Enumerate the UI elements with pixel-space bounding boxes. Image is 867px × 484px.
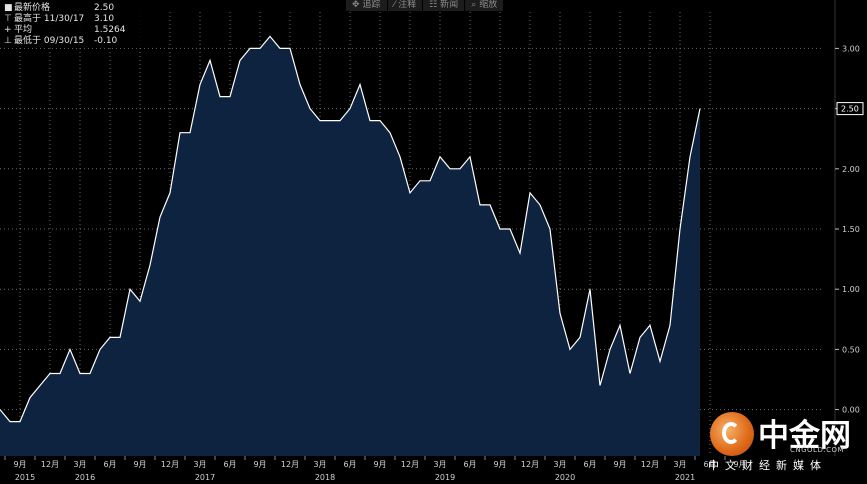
legend-low-value: -0.10 — [94, 36, 118, 46]
x-year-label: 2021 — [675, 473, 695, 482]
legend-low: ⊥ 最低于 09/30/15 -0.10 — [4, 36, 144, 47]
x-tick-label: 12月 — [641, 460, 659, 469]
last-value-box — [836, 102, 864, 116]
x-year-label: 2016 — [75, 473, 95, 482]
x-tick-label: 6月 — [583, 460, 596, 469]
x-tick-label: 9月 — [733, 460, 746, 469]
x-tick-label: 3月 — [193, 460, 206, 469]
crosshair-icon: ✥ — [352, 0, 360, 10]
x-tick-label: 6月 — [703, 460, 716, 469]
legend-average: + 平均 1.5264 — [4, 25, 144, 36]
last-value-tag: 2.50 — [836, 102, 864, 116]
watermark-slogan: 中文财经新媒体 — [708, 459, 827, 472]
watermark: 中金网 CNGOLD.COM 中文财经新媒体 — [708, 410, 866, 482]
legend-high: ⊤ 最高于 11/30/17 3.10 — [4, 14, 144, 25]
series-line — [0, 35, 701, 423]
x-year-label: 2019 — [435, 473, 455, 482]
x-year-label: 2020 — [555, 473, 575, 482]
watermark-domain: CNGOLD.COM — [790, 446, 845, 454]
y-tick-label: 0.00 — [842, 406, 860, 415]
x-tick-label: 3月 — [433, 460, 446, 469]
x-axis: 9月 12月 3月 6月 9月 12月 3月 6月 9月 12月 3月 6月 9月 12月 3月 6月 9月 12… — [0, 456, 867, 484]
x-tick-label: 9月 — [13, 460, 26, 469]
legend-low-name: 最低于 09/30/15 — [14, 36, 85, 46]
legend-high-value: 3.10 — [94, 14, 115, 24]
x-tick-label: 12月 — [401, 460, 419, 469]
x-tick-label: 9月 — [493, 460, 506, 469]
toolbar-annotate-label: 注释 — [398, 0, 417, 10]
y-tick-label: 3.00 — [842, 44, 860, 53]
x-tick-label: 12月 — [161, 460, 179, 469]
x-tick-label: 9月 — [373, 460, 386, 469]
toolbar-news-button[interactable]: ☷ 新闻 — [423, 0, 466, 11]
toolbar-zoom-label: 缩放 — [479, 0, 498, 10]
annotate-icon: ⁄ — [393, 0, 396, 10]
toolbar-track-label: 追踪 — [362, 0, 381, 10]
watermark-brand: 中金网 — [758, 418, 851, 454]
brand-logo-icon — [710, 412, 754, 456]
last-value-label: 2.50 — [841, 105, 859, 114]
x-tick-label: 3月 — [313, 460, 326, 469]
news-icon: ☷ — [429, 0, 438, 10]
x-tick-label: 6月 — [223, 460, 236, 469]
y-tick-label: 2.00 — [842, 165, 860, 174]
x-tick-label: 3月 — [73, 460, 86, 469]
x-tick-label: 12月 — [521, 460, 539, 469]
chart-toolbar: ✥ 追踪 ⁄ 注释 ☷ 新闻 ⌕ 缩放 — [346, 0, 505, 11]
y-tick-label: 1.50 — [842, 225, 860, 234]
high-marker-icon: ⊤ — [4, 14, 12, 24]
legend-latest: ■ 最新价格 2.50 — [4, 3, 144, 14]
area-fill — [0, 36, 700, 457]
legend-latest-name: 最新价格 — [14, 3, 51, 13]
toolbar-zoom-button[interactable]: ⌕ 缩放 — [465, 0, 505, 11]
x-tick-label: 3月 — [553, 460, 566, 469]
zoom-icon: ⌕ — [471, 0, 477, 10]
y-tick-label: 0.50 — [842, 345, 860, 354]
x-axis-background — [0, 456, 867, 484]
x-year-label: 2018 — [315, 473, 335, 482]
y-axis: 3.00 2.50 2.00 1.50 1.00 0.50 0.00 — [835, 44, 860, 415]
legend-average-value: 1.5264 — [94, 25, 126, 35]
toolbar-annotate-button[interactable]: ⁄ 注释 — [388, 0, 424, 11]
average-marker-icon: + — [4, 25, 12, 35]
x-tick-label: 12月 — [281, 460, 299, 469]
x-tick-label: 6月 — [103, 460, 116, 469]
x-tick-label: 6月 — [463, 460, 476, 469]
latest-marker-icon: ■ — [4, 3, 13, 13]
x-tick-label: 6月 — [343, 460, 356, 469]
x-year-label: 2017 — [195, 473, 215, 482]
x-tick-label: 12月 — [41, 460, 59, 469]
chart-legend: ■ 最新价格 2.50 ⊤ 最高于 11/30/17 3.10 + 平均 1.5… — [2, 2, 146, 48]
x-tick-label: 9月 — [253, 460, 266, 469]
legend-latest-value: 2.50 — [94, 3, 115, 13]
toolbar-news-label: 新闻 — [440, 0, 459, 10]
toolbar-track-button[interactable]: ✥ 追踪 — [346, 0, 388, 11]
legend-high-name: 最高于 11/30/17 — [14, 14, 85, 24]
x-tick-label: 9月 — [133, 460, 146, 469]
low-marker-icon: ⊥ — [4, 36, 12, 46]
x-tick-label: 9月 — [613, 460, 626, 469]
legend-average-name: 平均 — [14, 25, 33, 35]
x-year-label: 2015 — [15, 473, 35, 482]
y-tick-label: 1.00 — [842, 285, 860, 294]
x-tick-label: 3月 — [673, 460, 686, 469]
